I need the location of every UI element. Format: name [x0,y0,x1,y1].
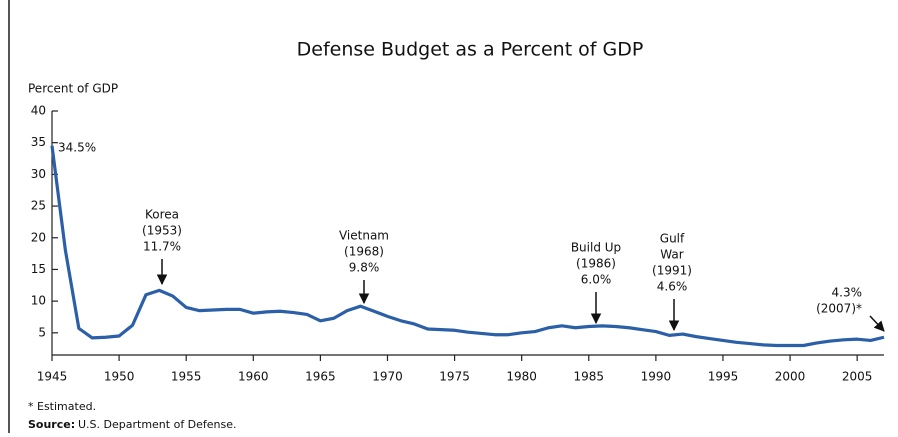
y-tick-label: 10 [31,294,46,308]
x-tick-label: 1985 [574,370,605,384]
annotation: Gulf [660,232,685,246]
annotation: 11.7% [143,240,181,254]
annotation: Build Up [571,241,621,255]
source-label: Source: [28,418,75,431]
annotation: 9.8% [349,261,380,275]
annotation: 6.0% [581,273,612,287]
x-tick-label: 1975 [439,370,470,384]
data-line [50,145,885,348]
x-tick-label: 1955 [171,370,202,384]
annotation: (2007)* [816,302,862,316]
annotation: (1991) [652,264,692,278]
source: U.S. Department of Defense. [78,418,237,431]
x-tick-label: 2005 [842,370,873,384]
x-tick-label: 1990 [641,370,672,384]
x-tick-label: 1995 [708,370,739,384]
x-tick-label: 1945 [37,370,68,384]
y-tick-label: 35 [31,135,46,149]
y-tick-label: 20 [31,230,46,244]
footnote: * Estimated. [28,400,96,413]
x-tick-label: 1965 [305,370,336,384]
annotation: (1986) [576,257,616,271]
x-tick-label: 2000 [775,370,806,384]
annotation: (1968) [344,245,384,259]
y-tick-label: 5 [38,325,46,339]
x-tick-label: 1950 [104,370,135,384]
annotation: War [660,248,683,262]
y-axis-label: Percent of GDP [28,82,118,96]
annotation: 4.6% [657,280,688,294]
y-tick-label: 40 [31,104,46,118]
x-tick-label: 1980 [506,370,537,384]
annotation: (1953) [142,224,182,238]
annotation-arrow [869,315,885,332]
y-tick-label: 25 [31,199,46,213]
annotation: Vietnam [339,229,389,243]
y-tick-label: 15 [31,262,46,276]
x-tick-label: 1970 [372,370,403,384]
y-tick-label: 30 [31,167,46,181]
x-tick-label: 1960 [238,370,269,384]
annotation: 4.3% [832,286,863,300]
chart-title: Defense Budget as a Percent of GDP [297,39,644,61]
annotation: Korea [145,208,179,222]
annotation: 34.5% [58,141,96,155]
